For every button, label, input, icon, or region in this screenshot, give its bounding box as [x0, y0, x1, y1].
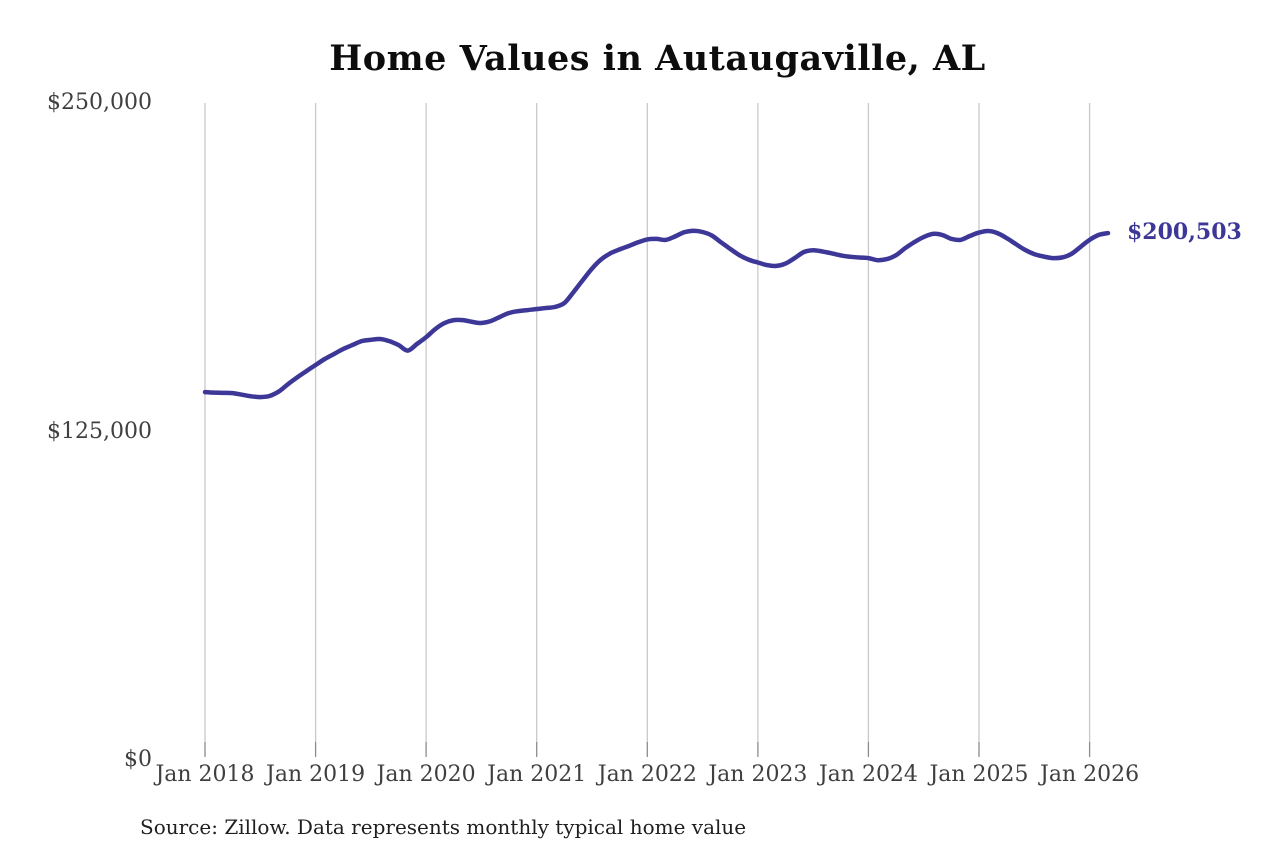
x-axis-label: Jan 2026: [1040, 762, 1140, 787]
y-axis-label: $125,000: [47, 418, 152, 444]
value-line: [202, 228, 1111, 400]
source-note: Source: Zillow. Data represents monthly …: [140, 815, 747, 839]
x-axis-label: Jan 2024: [818, 762, 918, 787]
x-axis-label: Jan 2020: [376, 762, 476, 787]
x-axis-label: Jan 2023: [708, 762, 808, 787]
x-axis-label: Jan 2018: [155, 762, 255, 787]
x-axis-label: Jan 2025: [929, 762, 1029, 787]
y-axis-label: $0: [124, 747, 152, 772]
chart-title: Home Values in Autaugaville, AL: [329, 38, 986, 79]
latest-value-label: $200,503: [1127, 219, 1242, 246]
x-axis-label: Jan 2019: [266, 762, 366, 787]
x-axis-label: Jan 2021: [487, 762, 587, 787]
y-axis-label: $250,000: [47, 90, 152, 115]
x-axis-label: Jan 2022: [597, 762, 697, 787]
